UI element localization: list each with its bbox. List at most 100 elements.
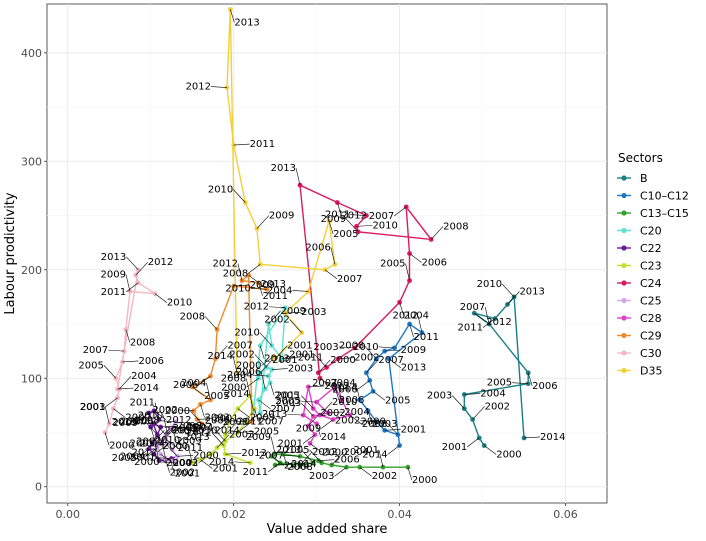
point-label: 2008	[177, 421, 202, 432]
point-label: 2012	[341, 211, 366, 222]
label-leader	[281, 357, 298, 360]
point-label: 2009	[113, 418, 138, 429]
point-label: 2002	[485, 401, 510, 412]
point-label: 2008	[221, 374, 246, 385]
point-label: 2005	[173, 423, 198, 434]
label-leader	[249, 393, 254, 411]
point-label: 2000	[221, 382, 246, 393]
point-label: 2013	[112, 417, 137, 428]
point-label: 2003	[173, 458, 198, 469]
legend-label: C25	[640, 295, 662, 308]
label-leader	[216, 434, 230, 448]
point-label: 2013	[241, 448, 266, 459]
point-label: 2005	[380, 259, 405, 270]
legend-title: Sectors	[618, 151, 663, 165]
legend-key-d35	[621, 367, 627, 374]
y-tick-label: 300	[21, 155, 42, 168]
point-label: 2008	[130, 337, 155, 348]
label-leader	[524, 436, 541, 439]
point-label: 2003	[80, 402, 105, 413]
point-label: 2014	[224, 389, 249, 400]
point-label: 2013	[101, 252, 126, 263]
point-label: 2001	[278, 439, 303, 450]
point-label: 2010	[372, 220, 397, 231]
point-label: 2004	[131, 371, 156, 382]
point-label: 2003	[372, 419, 397, 430]
point-label: 2014	[332, 382, 357, 393]
point-label: 2014	[209, 457, 234, 468]
point-label: 2009	[269, 211, 294, 222]
point-label: 2013	[264, 354, 289, 365]
point-label: 2014	[140, 438, 165, 449]
legend-key-c13-c15	[621, 210, 627, 216]
point-label: 2001	[401, 424, 426, 435]
label-leader	[154, 293, 168, 303]
legend-key-c28	[621, 315, 627, 321]
legend-label: D35	[640, 365, 662, 378]
label-leader	[334, 386, 340, 401]
point-label: 2004	[404, 310, 429, 321]
legend-label: C30	[640, 347, 662, 360]
point-label: 2011	[414, 332, 439, 343]
point-label: 2000	[412, 475, 437, 486]
label-leader	[246, 378, 259, 388]
label-leader	[233, 143, 250, 146]
label-leader	[299, 451, 313, 466]
y-tick-label: 100	[21, 372, 42, 385]
point-label: 2009	[296, 423, 321, 434]
point-label: 2011	[243, 467, 268, 478]
label-leader	[318, 359, 331, 374]
point-label: 2013	[262, 409, 287, 420]
point-label: 2002	[152, 405, 177, 416]
label-leader	[248, 264, 261, 274]
point-label: 2000	[109, 440, 134, 451]
label-leader	[405, 263, 410, 281]
point-label: 2011	[458, 323, 483, 334]
point-label: 2014	[173, 425, 198, 436]
point-label: 2002	[335, 416, 360, 427]
y-axis-title: Labour prodictivity	[3, 192, 18, 315]
point-label: 2002	[170, 468, 195, 479]
point-label: 2013	[401, 363, 426, 374]
label-leader	[366, 359, 379, 374]
label-leader	[145, 447, 158, 457]
point-label: 2007	[83, 345, 108, 356]
label-leader	[337, 382, 342, 401]
point-label: 2002	[320, 408, 345, 419]
label-leader	[287, 413, 304, 416]
label-leader	[254, 354, 268, 368]
legend-key-c10-c12	[621, 192, 627, 199]
point-label: 2007	[259, 450, 284, 461]
point-label: 2005	[275, 396, 300, 407]
x-tick-label: 0.04	[387, 508, 412, 521]
series-c23	[189, 393, 257, 466]
point-label: 2010	[138, 410, 163, 421]
label-leader	[367, 410, 373, 424]
label-leader	[328, 220, 334, 235]
label-leader	[105, 397, 118, 408]
label-leader	[349, 414, 362, 425]
legend-key-b	[621, 175, 627, 181]
point-label: 2001	[80, 402, 105, 413]
data-point	[521, 435, 527, 441]
point-label: 2006	[332, 384, 357, 395]
point-label: 2009	[250, 413, 275, 424]
legend-key-c20	[621, 227, 627, 234]
label-leader	[232, 355, 238, 373]
point-label: 2010	[477, 279, 502, 290]
label-leader	[258, 399, 271, 410]
label-leader	[360, 420, 377, 422]
label-leader	[215, 345, 228, 359]
point-label: 2010	[208, 185, 233, 196]
label-leader	[159, 420, 176, 422]
label-leader	[211, 432, 224, 446]
point-label: 2013	[519, 286, 544, 297]
label-leader	[197, 418, 214, 420]
label-leader	[338, 357, 355, 360]
point-label: 2012	[324, 381, 349, 392]
label-leader	[284, 455, 301, 457]
label-leader	[248, 274, 261, 285]
point-label: 2004	[188, 423, 213, 434]
label-leader	[237, 408, 250, 418]
